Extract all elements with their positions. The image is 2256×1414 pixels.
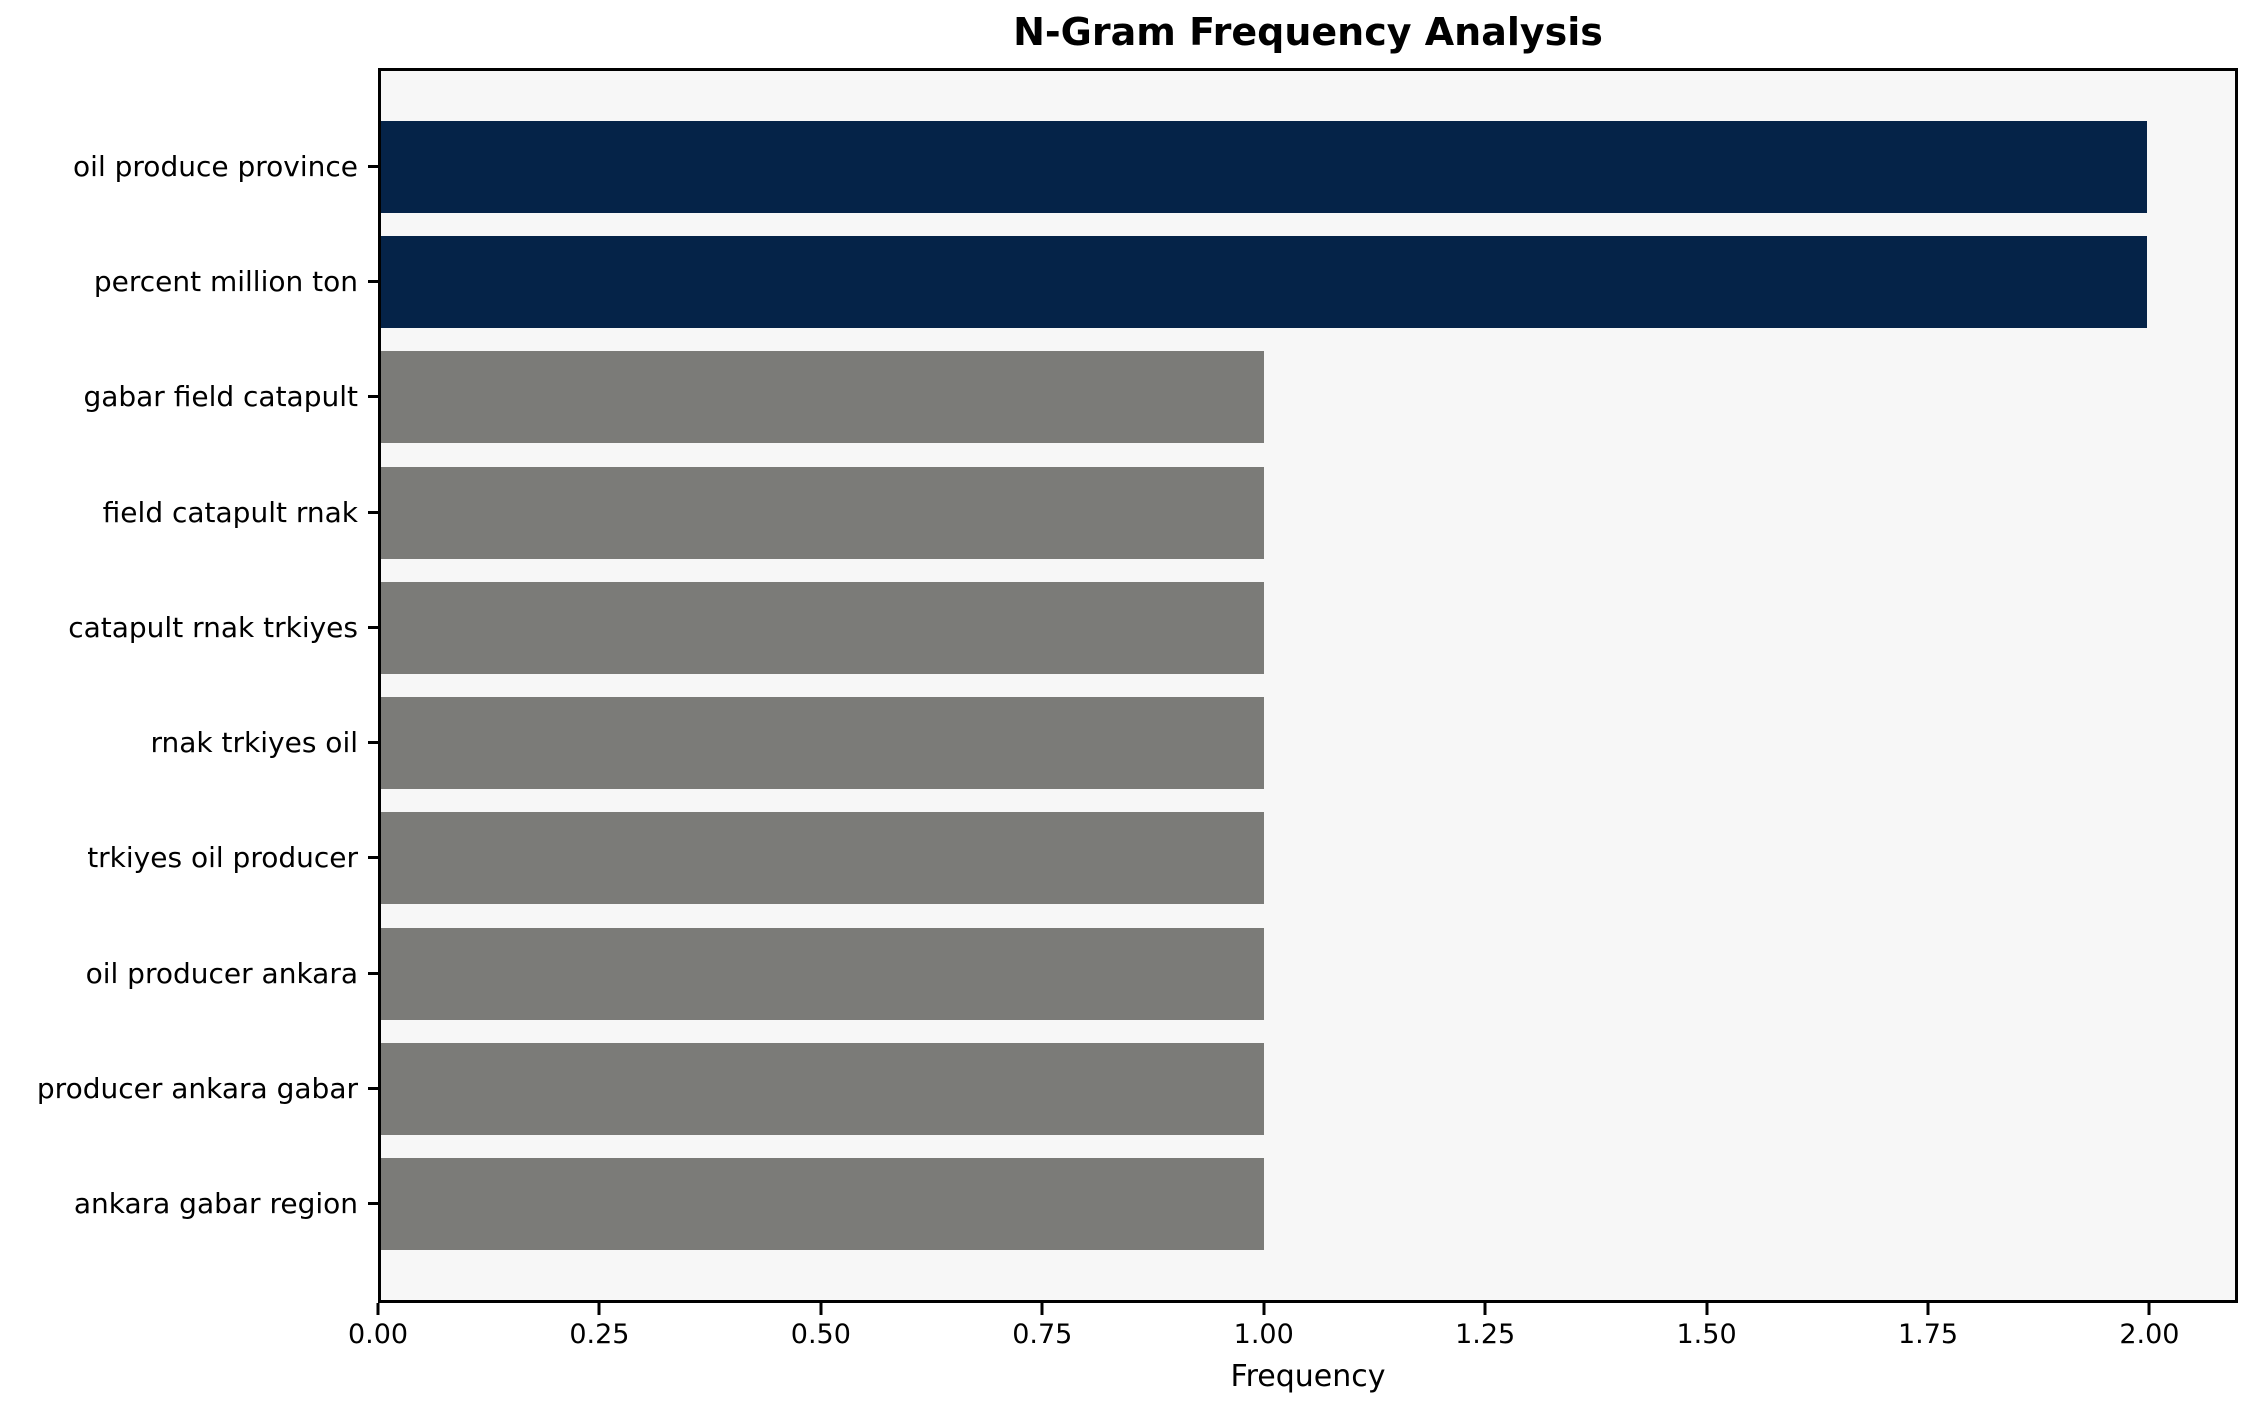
x-tick-mark: [1262, 1303, 1266, 1315]
x-tick-label: 0.00: [347, 1319, 409, 1350]
y-tick-label: percent million ton: [93, 265, 358, 299]
y-tick-mark: [368, 856, 378, 860]
y-tick-label: field catapult rnak: [102, 495, 358, 529]
chart-title: N-Gram Frequency Analysis: [1013, 10, 1603, 54]
y-tick-mark: [368, 971, 378, 975]
bar: [381, 927, 1264, 1020]
x-tick-label: 0.25: [569, 1319, 630, 1350]
bars-container: oil produce province percent million ton…: [37, 71, 2235, 1300]
bar-row: rnak trkiyes oil: [151, 697, 2235, 790]
x-axis: 0.00 0.25 0.50 0.75 1.00 1.25 1.50 1.75 …: [348, 1303, 2238, 1363]
x-tick-label: 1.75: [1897, 1319, 1959, 1350]
y-tick-mark: [368, 395, 378, 399]
bar-row: producer ankara gabar: [37, 1042, 2235, 1135]
x-tick-mark: [597, 1303, 601, 1315]
y-tick-label: oil produce province: [73, 150, 358, 183]
y-tick-label: producer ankara gabar: [36, 1071, 358, 1105]
y-tick-mark: [368, 741, 378, 745]
x-tick-label: 1.25: [1455, 1319, 1516, 1350]
x-tick-mark: [1705, 1303, 1709, 1315]
bar: [381, 121, 2147, 213]
x-tick-label: 0.75: [1012, 1319, 1073, 1350]
y-tick-mark: [368, 1086, 378, 1090]
y-tick-label: trkiyes oil producer: [87, 841, 358, 875]
bar-row: trkiyes oil producer: [87, 812, 2235, 905]
x-tick-label: 1.50: [1676, 1319, 1737, 1350]
y-tick-label: oil producer ankara: [85, 956, 358, 990]
y-tick-label: catapult rnak trkiyes: [68, 610, 358, 644]
y-tick-mark: [368, 280, 378, 284]
x-tick-mark: [1926, 1303, 1930, 1315]
y-tick-mark: [368, 165, 378, 168]
x-tick-mark: [1483, 1303, 1487, 1315]
bar-row: oil produce province: [73, 121, 2235, 213]
y-tick-label: gabar field catapult: [83, 380, 358, 414]
bar: [381, 351, 1264, 444]
bar-row: percent million ton: [94, 236, 2235, 329]
x-tick-mark: [1040, 1303, 1044, 1315]
bar: [381, 697, 1264, 790]
bar-row: oil producer ankara: [86, 927, 2235, 1020]
bar-row: field catapult rnak: [103, 466, 2235, 559]
bar: [381, 1157, 1264, 1250]
x-tick-label: 2.00: [2119, 1319, 2180, 1350]
x-tick-label: 1.00: [1233, 1319, 1294, 1350]
bar: [381, 236, 2147, 329]
bar-row: catapult rnak trkiyes: [68, 581, 2235, 674]
bar-row: gabar field catapult: [83, 351, 2235, 444]
x-tick-label: 0.50: [790, 1319, 851, 1350]
bar: [381, 581, 1264, 674]
bar: [381, 812, 1264, 905]
y-tick-mark: [368, 510, 378, 514]
plot-area: oil produce province percent million ton…: [37, 68, 2238, 1303]
x-tick-mark: [819, 1303, 823, 1315]
x-tick-mark: [2147, 1303, 2151, 1315]
bar-row: ankara gabar region: [74, 1157, 2235, 1250]
y-tick-mark: [368, 1201, 378, 1205]
bar: [381, 466, 1264, 559]
y-tick-label: rnak trkiyes oil: [150, 726, 359, 760]
y-tick-label: ankara gabar region: [73, 1186, 358, 1220]
bar: [381, 1042, 1264, 1135]
y-tick-mark: [368, 625, 378, 629]
x-tick-mark: [376, 1303, 380, 1315]
x-axis-title: Frequency: [1230, 1359, 1386, 1394]
